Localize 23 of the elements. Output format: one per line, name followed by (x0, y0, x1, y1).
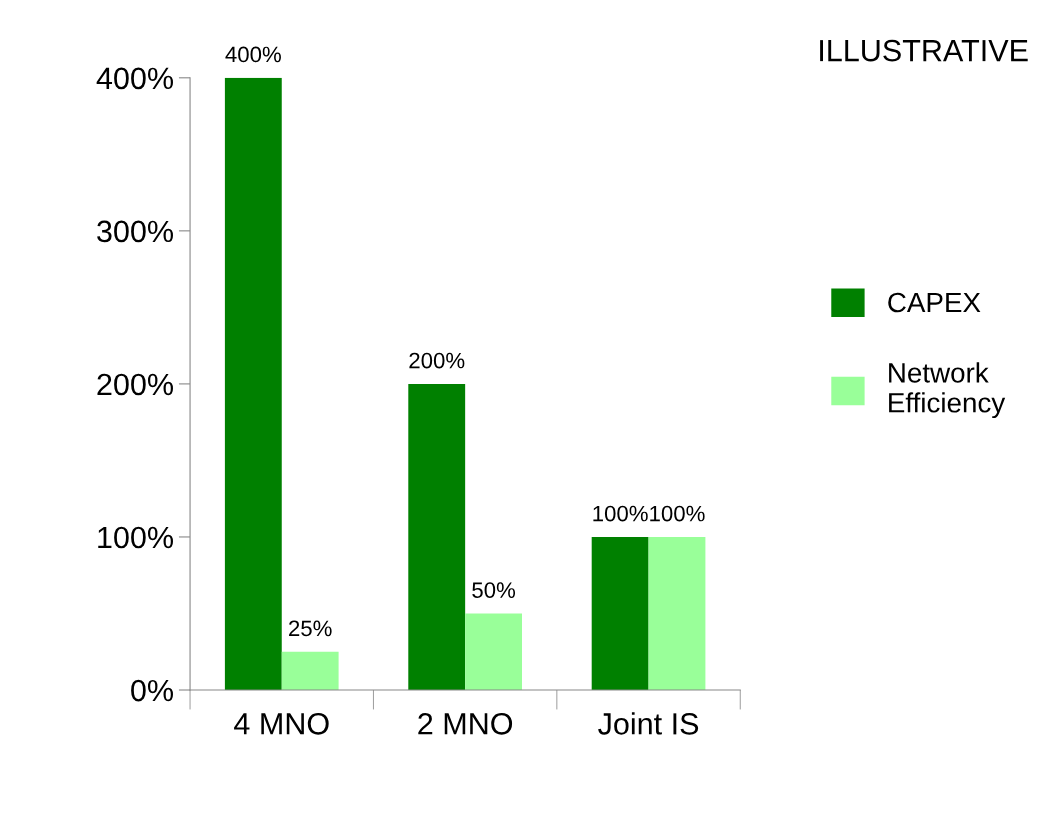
data-label: 400% (225, 46, 281, 63)
y-tick-label: 200% (97, 373, 173, 396)
y-tick-label: 0% (131, 679, 173, 702)
bar (648, 536, 706, 691)
data-label: 200% (409, 352, 465, 369)
legend-label: CAPEX (888, 292, 981, 313)
data-label: 100% (650, 505, 705, 522)
bar (408, 383, 466, 691)
bar (465, 613, 522, 691)
y-tick-label: 100% (98, 526, 173, 549)
bar (224, 77, 282, 691)
data-label: 25% (289, 620, 332, 637)
data-label: 100% (593, 505, 648, 522)
bar (591, 536, 649, 691)
text: ILLUSTRATIVE (820, 39, 1028, 62)
bar (281, 651, 339, 691)
data-label: 50% (472, 582, 516, 598)
y-tick-label: 300% (97, 220, 173, 243)
x-tick-label: 4 MNO (234, 713, 329, 735)
legend-label: Network Efficiency (889, 362, 1006, 419)
x-tick-label: 2 MNO (418, 713, 513, 735)
x-tick-label: Joint IS (598, 712, 699, 735)
y-tick-label: 400% (96, 67, 173, 90)
